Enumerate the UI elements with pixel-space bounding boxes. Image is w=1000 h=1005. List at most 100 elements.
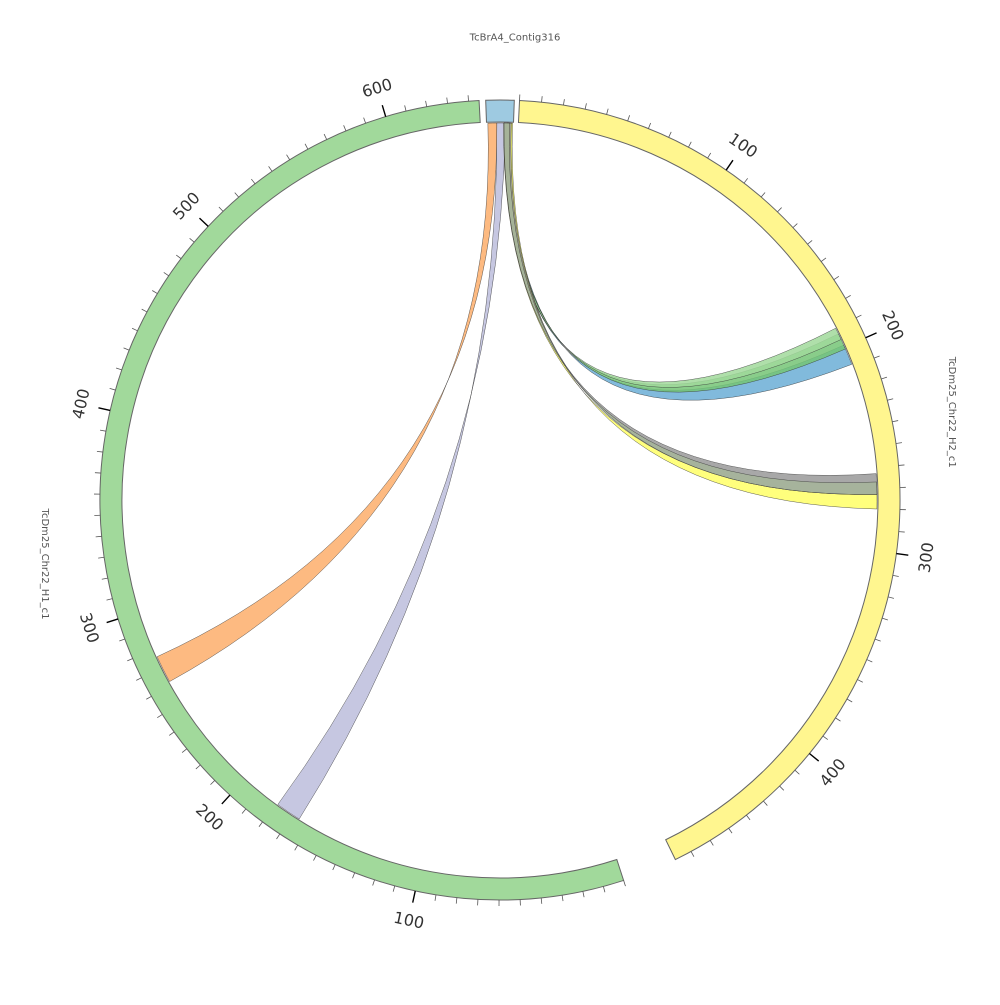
tick-h2-350 (867, 660, 873, 662)
tick-h1-560 (305, 144, 308, 149)
tick-h1-220 (196, 765, 200, 769)
tick-h1-470 (164, 272, 169, 275)
tick-h1-460 (152, 290, 157, 293)
tick-h1-120 (373, 880, 375, 886)
tick-h1-310 (107, 599, 113, 600)
tick-h2-200 (866, 333, 877, 338)
tick-h2-40 (607, 109, 609, 115)
tick-h1-130 (353, 873, 355, 879)
tick-label-h1-100: 100 (392, 908, 426, 933)
tick-h2-260 (899, 465, 905, 466)
tick-h2-470 (691, 851, 694, 856)
tick-h1-520 (235, 193, 239, 198)
tick-h1-330 (98, 557, 104, 558)
tick-h1-250 (157, 714, 162, 717)
tick-h2-320 (888, 597, 894, 598)
tick-h1-200 (222, 795, 230, 804)
tick-h2-430 (763, 801, 767, 806)
tick-h1-570 (324, 134, 327, 139)
tick-h1-320 (102, 578, 108, 579)
tick-label-h1-600: 600 (360, 74, 395, 101)
link-contig-h1-1 (278, 123, 506, 819)
tick-h1-530 (251, 179, 255, 184)
tick-h1-400 (98, 408, 110, 411)
tick-h1-300 (107, 619, 118, 623)
segment-label-h1: TcDm25_Chr22_H1_c1 (39, 508, 50, 620)
tick-h1-580 (344, 125, 346, 131)
tick-h2-180 (845, 295, 850, 298)
tick-h2-440 (746, 815, 750, 820)
tick-h1-30 (562, 895, 563, 901)
tick-h2-410 (795, 770, 799, 774)
tick-h1-490 (190, 238, 195, 242)
tick-h1-80 (456, 898, 457, 904)
tick-h1-100 (413, 891, 416, 903)
tick-h1-150 (313, 855, 316, 860)
tick-label-h2-400: 400 (816, 755, 850, 791)
tick-h1-440 (132, 328, 137, 331)
tick-h1-450 (142, 309, 147, 312)
tick-h1-290 (119, 639, 125, 641)
tick-label-h1-500: 500 (169, 188, 204, 223)
tick-h1-600 (382, 105, 385, 117)
tick-h1-140 (333, 864, 335, 869)
tick-h1-410 (110, 388, 116, 390)
segment-label-h2: TcDm25_Chr22_H2_c1 (946, 356, 957, 468)
tick-h2-340 (875, 639, 881, 641)
tick-label-h1-200: 200 (192, 800, 227, 835)
tick-h1-160 (295, 845, 298, 850)
tick-h1-0 (624, 880, 626, 886)
tick-h2-370 (847, 699, 852, 702)
tick-h2-20 (563, 99, 564, 105)
tick-h2-240 (892, 421, 898, 422)
tick-label-h2-100: 100 (725, 129, 761, 162)
tick-label-h2-200: 200 (878, 308, 908, 344)
tick-h2-10 (542, 96, 543, 102)
tick-h2-360 (857, 680, 862, 683)
tick-h2-310 (893, 575, 899, 576)
tick-h1-170 (277, 834, 280, 839)
tick-label-h2-300: 300 (915, 541, 938, 574)
tick-h1-620 (426, 101, 427, 107)
tick-h2-170 (834, 276, 839, 279)
tick-h2-390 (823, 736, 828, 740)
tick-h1-540 (269, 166, 272, 171)
link-contig-h2-5 (504, 123, 877, 509)
tick-h2-330 (882, 618, 888, 620)
tick-h1-480 (176, 255, 181, 259)
tick-h2-70 (669, 132, 672, 137)
tick-h1-550 (287, 155, 290, 160)
link-contig-h1-0 (157, 123, 497, 682)
tick-h2-50 (628, 115, 630, 121)
tick-h1-630 (447, 98, 448, 104)
tick-h2-120 (761, 192, 765, 197)
tick-h2-190 (856, 315, 861, 318)
tick-h1-110 (393, 886, 395, 892)
tick-h1-210 (210, 780, 214, 784)
segment-contig (486, 100, 515, 122)
tick-h2-30 (585, 103, 586, 109)
tick-h2-60 (648, 123, 650, 129)
tick-h1-510 (219, 207, 223, 211)
tick-h2-400 (809, 754, 818, 762)
segment-label-contig: TcBrA4_Contig316 (469, 33, 561, 44)
link-contig-h2-7 (504, 123, 877, 495)
tick-h1-180 (259, 822, 263, 827)
tick-h1-380 (97, 451, 103, 452)
tick-h2-450 (729, 828, 732, 833)
tick-h2-160 (821, 258, 826, 262)
tick-h1-230 (182, 749, 187, 753)
tick-h2-420 (780, 786, 784, 790)
tick-h1-270 (136, 678, 141, 681)
tick-h2-380 (835, 718, 840, 721)
tick-h2-140 (793, 224, 797, 228)
tick-h1-240 (169, 732, 174, 735)
tick-h1-590 (364, 118, 366, 124)
tick-label-h1-300: 300 (76, 610, 103, 645)
tick-label-h1-400: 400 (68, 387, 93, 421)
tick-h2-100 (726, 160, 733, 170)
tick-h1-90 (435, 895, 436, 901)
tick-h2-250 (896, 443, 902, 444)
